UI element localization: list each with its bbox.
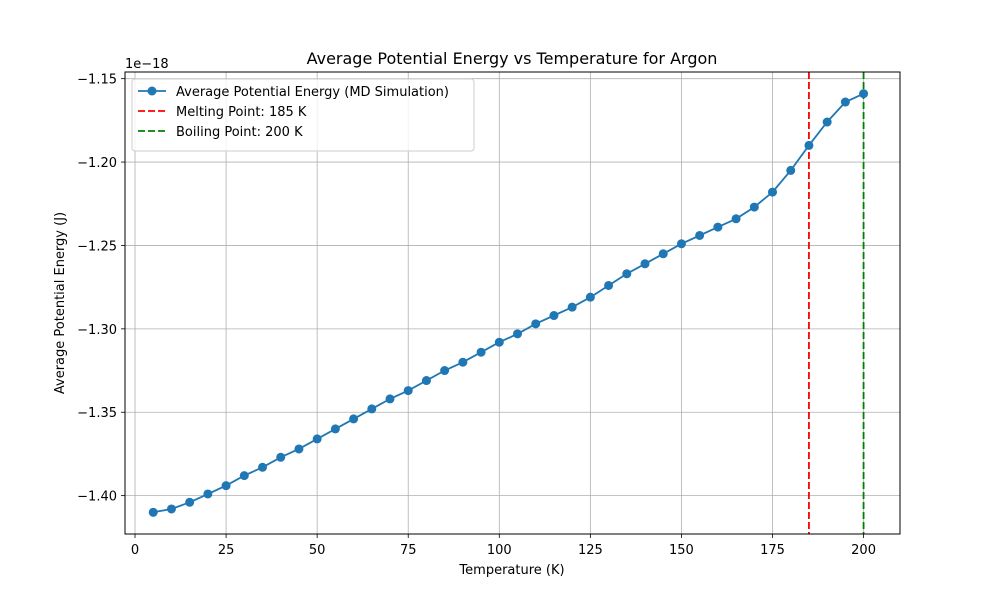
- data-point: [258, 462, 268, 472]
- data-point: [185, 497, 195, 507]
- data-point: [676, 239, 686, 249]
- data-point: [494, 337, 504, 347]
- data-point: [658, 249, 668, 259]
- data-point: [840, 97, 850, 107]
- data-point: [786, 165, 796, 175]
- data-point: [276, 452, 286, 462]
- y-axis-label: Average Potential Energy (J): [53, 212, 68, 394]
- data-point: [367, 404, 377, 414]
- data-point: [640, 259, 650, 269]
- data-point: [203, 489, 213, 499]
- legend-box: [131, 78, 475, 152]
- data-point: [239, 471, 249, 481]
- data-point: [330, 424, 340, 434]
- x-tick-label: 75: [400, 543, 417, 558]
- data-point: [312, 434, 322, 444]
- data-point: [148, 507, 158, 517]
- x-tick-label: 50: [309, 543, 326, 558]
- y-tick-label: −1.15: [77, 73, 117, 88]
- chart-title: Average Potential Energy vs Temperature …: [307, 49, 718, 68]
- x-tick-label: 100: [487, 543, 512, 558]
- data-point: [513, 329, 523, 339]
- data-point: [567, 302, 577, 312]
- data-point: [349, 414, 359, 424]
- x-tick-label: 25: [218, 543, 235, 558]
- x-tick-label: 175: [760, 543, 785, 558]
- data-point: [859, 89, 869, 99]
- series-line: [153, 92, 864, 514]
- y-tick-label: −1.40: [77, 490, 117, 505]
- data-point: [166, 504, 176, 514]
- data-point: [749, 202, 759, 212]
- x-tick-label: 150: [669, 543, 694, 558]
- data-point: [440, 366, 450, 376]
- x-axis-label: Temperature (K): [458, 563, 564, 578]
- y-tick-label: −1.35: [77, 406, 117, 421]
- legend-label: Melting Point: 185 K: [176, 105, 307, 120]
- plot-area-frame: [124, 71, 901, 535]
- data-point: [622, 269, 632, 279]
- data-point: [731, 214, 741, 224]
- data-point: [549, 311, 559, 321]
- data-point: [385, 394, 395, 404]
- data-point: [768, 187, 778, 197]
- data-point: [804, 140, 814, 150]
- legend-label: Average Potential Energy (MD Simulation): [176, 85, 449, 100]
- y-offset-label: 1e−18: [125, 57, 169, 72]
- y-tick-label: −1.25: [77, 239, 117, 254]
- x-tick-label: 200: [851, 543, 876, 558]
- data-point: [294, 444, 304, 454]
- data-point: [403, 386, 413, 396]
- data-point: [421, 376, 431, 386]
- data-point: [476, 347, 486, 357]
- data-point: [822, 117, 832, 127]
- x-tick-label: 125: [578, 543, 603, 558]
- data-point: [713, 222, 723, 232]
- axis-ticks: 0 25 50 75 100 125 150 175 200 −1.40 −1.35 −1.30 −1.…: [77, 73, 876, 558]
- legend: Average Potential Energy (MD Simulation)…: [131, 78, 475, 152]
- data-series: [148, 89, 869, 517]
- x-tick-label: 0: [131, 543, 139, 558]
- legend-label: Boiling Point: 200 K: [176, 125, 303, 140]
- data-point: [585, 292, 595, 302]
- data-point: [531, 319, 541, 329]
- legend-swatch-marker: [147, 86, 157, 96]
- y-tick-label: −1.20: [77, 156, 117, 171]
- y-tick-label: −1.30: [77, 323, 117, 338]
- data-point: [604, 280, 614, 290]
- data-point: [695, 230, 705, 240]
- data-point: [458, 357, 468, 367]
- data-point: [221, 481, 231, 491]
